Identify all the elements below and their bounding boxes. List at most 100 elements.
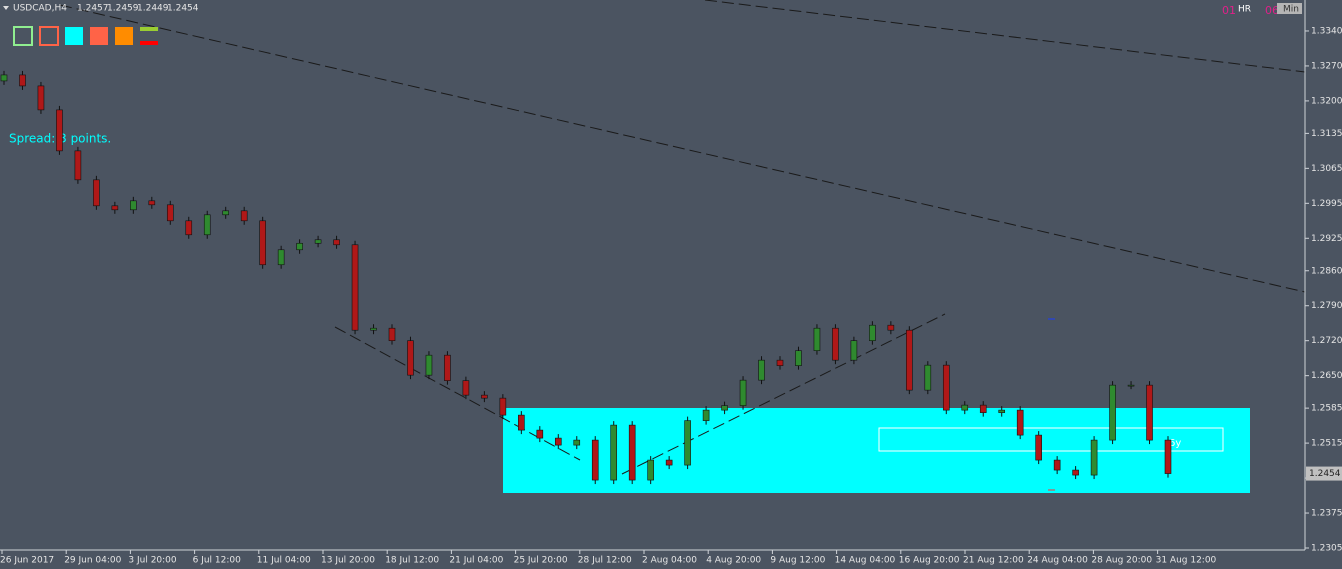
candle-body — [979, 404, 987, 413]
candle-body — [444, 354, 451, 381]
y-tick-label: 1.2860 — [1311, 266, 1342, 276]
header-open: 1.2457 — [77, 4, 109, 14]
candle-body — [259, 220, 266, 266]
panel-label: 06 — [1265, 4, 1279, 17]
candle-body — [462, 380, 470, 396]
tool-button[interactable] — [39, 26, 59, 46]
candle-body — [554, 437, 562, 446]
candle-body — [203, 214, 211, 236]
candle-body — [1146, 384, 1153, 441]
x-tick-label: 4 Aug 20:00 — [706, 556, 761, 566]
panel-label[interactable]: Min — [1283, 5, 1299, 15]
trend-line — [59, 4, 1306, 293]
candle-body — [1035, 434, 1042, 461]
y-tick-label: 1.3065 — [1311, 164, 1342, 174]
y-tick-label: 1.2375 — [1311, 509, 1342, 519]
x-tick-label: 16 Aug 20:00 — [899, 556, 960, 566]
candle-body — [832, 327, 839, 361]
candle-body — [850, 340, 858, 361]
tool-button[interactable] — [140, 27, 158, 31]
candle-body — [1053, 459, 1061, 471]
x-tick-label: 18 Jul 12:00 — [385, 556, 439, 566]
y-tick-label: 1.2790 — [1311, 301, 1342, 311]
y-tick-label: 1.2515 — [1311, 439, 1342, 449]
candle-body — [684, 420, 691, 466]
candle-body — [536, 429, 544, 439]
candle-body — [148, 200, 156, 206]
tool-button[interactable] — [115, 27, 133, 45]
candle-body — [185, 220, 193, 236]
y-tick-label: 1.2585 — [1311, 404, 1342, 414]
candle-body — [869, 324, 876, 341]
last-price-label: 1.2454 — [1309, 469, 1341, 479]
candle-body — [795, 350, 802, 366]
symbol: USDCAD,H4 — [13, 4, 67, 14]
candle-body — [758, 359, 765, 381]
x-tick-label: 28 Jul 12:00 — [578, 556, 632, 566]
tool-button[interactable] — [65, 27, 83, 45]
candle-body — [425, 354, 433, 376]
candle-body — [1072, 469, 1079, 476]
candle-body — [388, 327, 396, 341]
x-tick-label: 25 Jul 20:00 — [514, 556, 568, 566]
candle-body — [499, 397, 507, 416]
candle-body — [906, 329, 913, 391]
candle-body — [277, 249, 285, 266]
header-low: 1.2449 — [137, 4, 169, 14]
candle-body — [166, 204, 174, 222]
candle-body — [776, 359, 784, 366]
y-tick-label: 1.2305 — [1311, 544, 1342, 554]
candle-body — [314, 239, 322, 244]
candle-body — [370, 327, 377, 331]
x-tick-label: 21 Jul 04:00 — [449, 556, 503, 566]
tool-button[interactable] — [90, 27, 108, 45]
x-tick-label: 11 Jul 04:00 — [257, 556, 311, 566]
candle-body — [702, 409, 710, 421]
x-tick-label: 24 Aug 04:00 — [1027, 556, 1088, 566]
candle-body — [721, 405, 728, 411]
header-close: 1.2454 — [167, 4, 199, 14]
header-high: 1.2459 — [107, 4, 139, 14]
candle-body — [998, 409, 1006, 413]
candle-body — [37, 85, 45, 111]
last-price-box — [1306, 466, 1342, 481]
candle-body — [19, 74, 26, 87]
candle-body — [93, 179, 100, 207]
candle-body — [1016, 409, 1024, 436]
candle-body — [0, 74, 8, 82]
candle-body — [56, 109, 63, 152]
y-tick-label: 1.2995 — [1311, 199, 1342, 209]
x-tick-label: 13 Jul 20:00 — [321, 556, 375, 566]
menu-arrow[interactable] — [3, 6, 9, 10]
candle-body — [647, 459, 654, 481]
candle-body — [887, 324, 895, 331]
candle-body — [130, 200, 137, 211]
candle-body — [591, 439, 599, 481]
candle-body — [351, 244, 359, 331]
x-tick-label: 3 Jul 20:00 — [128, 556, 177, 566]
candle-body — [610, 424, 618, 481]
y-tick-label: 1.2650 — [1311, 371, 1342, 381]
x-tick-label: 21 Aug 12:00 — [963, 556, 1024, 566]
tool-button[interactable] — [13, 26, 33, 46]
x-tick-label: 28 Aug 20:00 — [1091, 556, 1152, 566]
candle-body — [407, 340, 414, 376]
candle-body — [573, 439, 581, 446]
candle-body — [942, 364, 950, 411]
x-tick-label: 29 Jun 04:00 — [64, 556, 121, 566]
candle-body — [240, 210, 248, 222]
candle-body — [1109, 384, 1116, 441]
tool-button[interactable] — [140, 41, 158, 45]
x-tick-label: 31 Aug 12:00 — [1156, 556, 1217, 566]
panel-button[interactable] — [1277, 3, 1302, 14]
y-tick-label: 1.3340 — [1311, 26, 1342, 36]
x-tick-label: 14 Aug 04:00 — [835, 556, 896, 566]
candle-body — [481, 394, 488, 399]
candle-body — [1090, 439, 1098, 476]
x-tick-label: 26 Jun 2017 — [0, 556, 54, 566]
candle-body — [739, 379, 747, 406]
candle-body — [518, 414, 525, 431]
candle-body — [296, 242, 303, 251]
